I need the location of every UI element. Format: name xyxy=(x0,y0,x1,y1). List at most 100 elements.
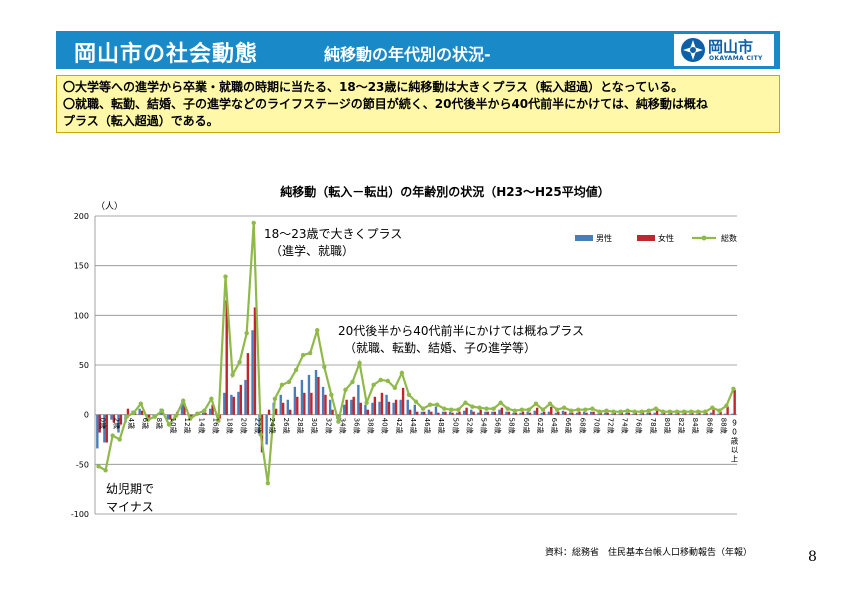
point-total xyxy=(583,407,588,412)
x-tick-label: 66歳 xyxy=(564,418,573,434)
x-tick-label: 以 xyxy=(731,446,739,455)
y-tick-label: 150 xyxy=(74,262,89,271)
bar-female xyxy=(528,412,532,415)
bar-male xyxy=(533,410,536,415)
x-tick-label: 30歳 xyxy=(310,418,319,434)
x-tick-label: 76歳 xyxy=(635,418,644,434)
point-total xyxy=(166,422,172,427)
point-total xyxy=(597,409,602,414)
bar-male xyxy=(519,412,522,415)
bar-female xyxy=(211,404,214,415)
bar-male xyxy=(413,404,416,415)
bar-female xyxy=(331,409,334,415)
bar-female xyxy=(147,414,151,418)
page-subtitle: 純移動の年代別の状況- xyxy=(324,45,491,64)
x-tick-label: 80歳 xyxy=(663,418,672,434)
bar-female xyxy=(401,387,405,415)
point-total xyxy=(258,432,263,437)
point-total xyxy=(350,379,355,385)
point-total xyxy=(399,370,405,376)
x-tick-label: 0 xyxy=(732,428,737,437)
point-total xyxy=(195,411,200,416)
logo-subtext: OKAYAMA CITY xyxy=(709,55,763,62)
point-total xyxy=(660,409,666,414)
bar-female xyxy=(627,412,631,415)
legend-swatch-male xyxy=(575,235,593,241)
point-total xyxy=(413,399,419,404)
city-emblem-icon xyxy=(681,38,705,62)
bar-male xyxy=(371,402,374,415)
x-tick-label: 52歳 xyxy=(465,418,474,434)
x-tick-label: 38歳 xyxy=(367,418,376,434)
point-total xyxy=(512,408,517,413)
point-total xyxy=(322,364,327,370)
point-total xyxy=(272,396,278,401)
point-total xyxy=(547,401,553,406)
x-tick-label: 60歳 xyxy=(522,418,531,434)
legend-marker-total xyxy=(701,235,707,241)
point-total xyxy=(96,464,101,469)
x-tick-label: 72歳 xyxy=(606,418,615,434)
bar-female xyxy=(430,411,433,415)
point-total xyxy=(533,401,539,406)
point-total xyxy=(674,409,680,414)
bar-female xyxy=(684,412,687,415)
bar-female xyxy=(712,409,715,415)
x-tick-label: 88歳 xyxy=(719,418,728,434)
point-total xyxy=(357,360,362,366)
point-total xyxy=(434,402,440,407)
bar-male xyxy=(166,414,170,420)
logo-text: 岡山市 xyxy=(708,38,754,56)
bar-male xyxy=(138,408,141,415)
point-total xyxy=(456,407,461,412)
bar-female xyxy=(550,406,553,415)
point-total xyxy=(519,407,525,412)
bar-male xyxy=(392,402,395,415)
bar-female xyxy=(726,406,729,415)
bar-male xyxy=(180,402,184,415)
bar-female xyxy=(359,402,362,415)
point-total xyxy=(618,409,623,414)
point-total xyxy=(611,409,616,414)
point-total xyxy=(378,377,383,383)
bar-female xyxy=(324,394,327,415)
page-title: 岡山市の社会動態 xyxy=(74,42,259,67)
point-total xyxy=(223,274,228,279)
bar-female xyxy=(289,409,292,415)
bar-female xyxy=(394,399,398,415)
bar-female xyxy=(606,412,609,415)
bar-male xyxy=(117,414,120,433)
x-tick-label: 50歳 xyxy=(451,418,460,434)
point-total xyxy=(173,413,179,418)
y-tick-label: 0 xyxy=(84,411,89,420)
bar-female xyxy=(733,389,736,415)
bar-female xyxy=(705,412,708,415)
point-total xyxy=(498,400,503,405)
bar-female xyxy=(204,412,207,415)
point-total xyxy=(385,378,390,384)
legend-label-female: 女性 xyxy=(658,233,674,243)
bar-male xyxy=(279,394,282,415)
point-total xyxy=(110,433,115,438)
bar-female xyxy=(465,407,468,415)
point-total xyxy=(561,405,567,410)
bar-female xyxy=(98,414,101,433)
point-total xyxy=(427,402,433,407)
note-line: プラス（転入超過）である。 xyxy=(63,114,219,128)
bar-male xyxy=(321,386,325,415)
bar-male xyxy=(201,412,205,415)
bar-male xyxy=(265,414,268,445)
bar-female xyxy=(274,408,278,415)
bar-female xyxy=(648,412,652,415)
bar-male xyxy=(667,413,670,415)
chart-annotation: 幼児期で xyxy=(106,482,154,496)
bar-male xyxy=(251,330,254,415)
point-total xyxy=(230,372,235,378)
x-tick-label: 8歳 xyxy=(155,418,164,429)
bar-male xyxy=(364,404,367,415)
point-total xyxy=(569,408,574,413)
point-total xyxy=(646,408,652,413)
bar-female xyxy=(408,409,412,415)
point-total xyxy=(336,419,341,424)
